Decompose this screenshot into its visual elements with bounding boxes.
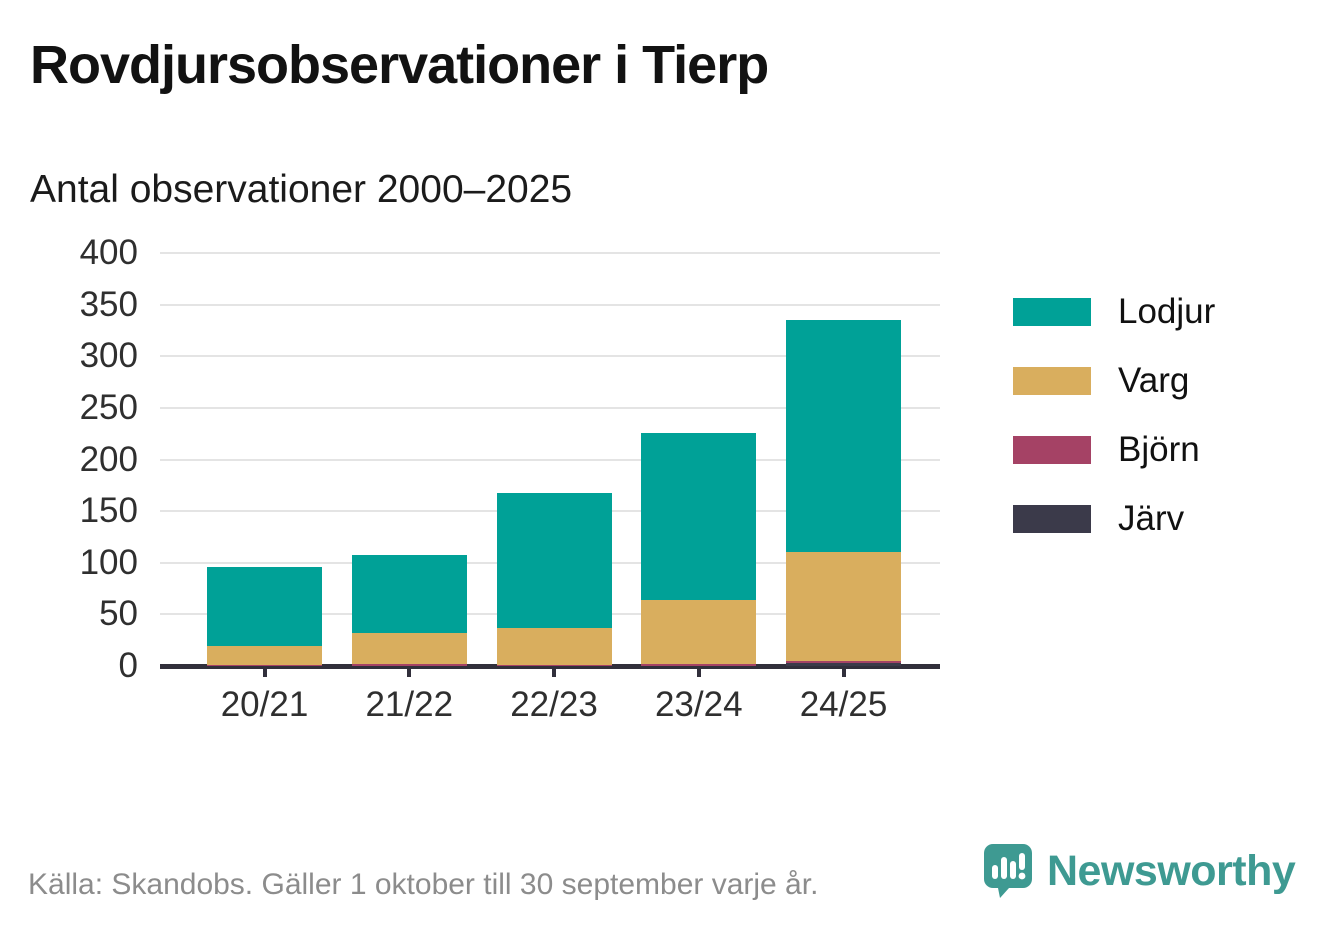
gridline-y-300 (160, 355, 940, 358)
legend-swatch-varg (1013, 367, 1091, 395)
x-axis-label-23-24: 23/24 (654, 685, 743, 724)
bar-segment-lodjur-22-23 (496, 492, 612, 628)
newsworthy-brand: Newsworthy (983, 843, 1296, 899)
legend-swatch-bjorn (1013, 436, 1091, 464)
page-title: Rovdjursobservationer i Tierp (30, 35, 769, 95)
legend-item-bjorn: Björn (1013, 430, 1215, 470)
x-axis-label-22-23: 22/23 (510, 685, 598, 724)
bar-segment-bjorn-20-21 (207, 664, 322, 666)
x-axis-tick (407, 668, 412, 677)
legend-label-jarv: Järv (1118, 499, 1185, 538)
y-axis-tick-label: 200 (79, 439, 138, 479)
legend-item-varg: Varg (1013, 361, 1215, 401)
y-axis-tick-label: 0 (118, 646, 138, 685)
legend-label-varg: Varg (1118, 361, 1190, 400)
x-axis-tick (262, 668, 267, 677)
newsworthy-logo-icon (984, 844, 1032, 898)
y-axis-tick-label: 300 (79, 336, 138, 376)
gridline-y-250 (160, 406, 940, 409)
bar-segment-lodjur-24-25 (786, 320, 901, 553)
bar-segment-bjorn-22-23 (496, 664, 612, 666)
y-axis-tick-label: 50 (99, 594, 138, 634)
bar-segment-varg-21-22 (351, 632, 467, 664)
bar-segment-bjorn-24-25 (786, 660, 901, 663)
y-axis-tick-label: 400 (79, 233, 138, 272)
legend-swatch-jarv (1013, 505, 1091, 533)
bar-segment-varg-24-25 (786, 552, 901, 661)
y-axis-tick-label: 150 (79, 491, 138, 531)
legend-item-jarv: Järv (1013, 499, 1215, 539)
legend-item-lodjur: Lodjur (1013, 292, 1215, 332)
x-axis-tick (696, 668, 701, 677)
legend-swatch-lodjur (1013, 298, 1091, 326)
bar-chart-plot-area: 20/21 21/22 22/23 23/24 24/25 (160, 252, 940, 724)
gridline-y-400 (160, 252, 940, 254)
bar-segment-lodjur-20-21 (207, 566, 322, 647)
bar-segment-lodjur-21-22 (351, 554, 467, 633)
bar-segment-varg-23-24 (641, 599, 757, 664)
x-axis-line (160, 664, 940, 669)
source-text: Källa: Skandobs. Gäller 1 oktober till 3… (28, 868, 819, 901)
x-axis-label-20-21: 20/21 (220, 685, 309, 724)
gridline-y-200 (160, 458, 940, 461)
y-axis-tick-label: 100 (79, 542, 138, 582)
footer-bar (0, 844, 1322, 939)
y-axis-tick-label: 350 (79, 284, 138, 324)
gridline-y-350 (160, 303, 940, 306)
bar-segment-lodjur-23-24 (641, 432, 757, 600)
chart-legend: Lodjur Varg Björn Järv (1013, 292, 1215, 539)
bar-segment-bjorn-23-24 (641, 663, 757, 666)
bar-segment-varg-22-23 (496, 627, 612, 665)
legend-label-bjorn: Björn (1118, 430, 1200, 469)
bar-segment-varg-20-21 (207, 646, 322, 665)
newsworthy-brand-text: Newsworthy (1047, 846, 1296, 895)
legend-label-lodjur: Lodjur (1118, 292, 1216, 331)
x-axis-label-21-22: 21/22 (365, 685, 454, 724)
y-axis-tick-label: 250 (79, 387, 138, 427)
x-axis-tick (552, 668, 556, 677)
bar-segment-bjorn-21-22 (351, 663, 467, 666)
bar-segment-jarv-24-25 (786, 662, 901, 666)
x-axis-label-24-25: 24/25 (799, 685, 888, 724)
x-axis-tick (841, 668, 846, 677)
chart-subtitle: Antal observationer 2000–2025 (30, 168, 573, 211)
